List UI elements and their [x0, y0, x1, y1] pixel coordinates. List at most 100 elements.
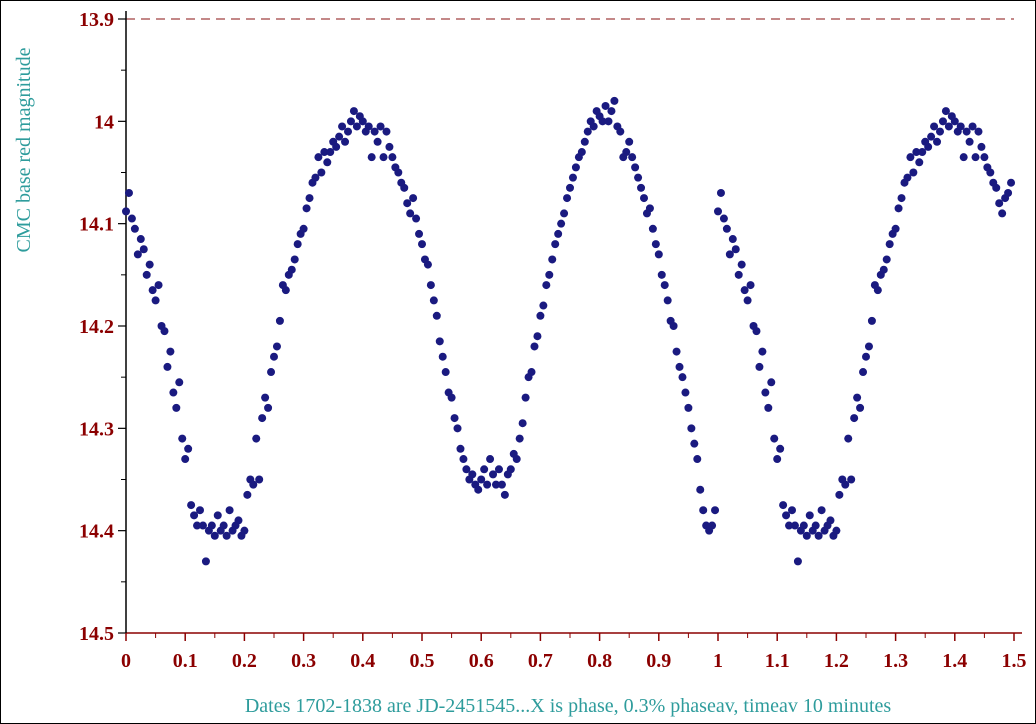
data-point — [933, 137, 942, 146]
data-point — [607, 107, 616, 116]
data-point — [456, 444, 465, 453]
data-point — [388, 153, 397, 162]
data-point — [175, 378, 184, 387]
data-point — [314, 153, 323, 162]
data-point — [332, 142, 341, 151]
data-point — [489, 470, 498, 479]
data-point — [494, 465, 503, 474]
x-tick-label: 1.5 — [1002, 650, 1027, 672]
y-tick-label: 14.3 — [79, 418, 114, 440]
data-point — [213, 511, 222, 520]
data-point — [542, 281, 551, 290]
data-point — [628, 153, 637, 162]
data-point — [527, 368, 536, 377]
data-point — [530, 342, 539, 351]
data-point — [1004, 188, 1013, 197]
data-point — [566, 183, 574, 192]
data-point — [616, 127, 625, 136]
data-point — [802, 531, 811, 540]
data-point — [992, 183, 1001, 192]
data-point — [859, 368, 868, 377]
data-point — [557, 219, 566, 228]
data-point — [474, 485, 483, 494]
data-point — [453, 424, 462, 433]
data-point — [903, 173, 912, 182]
data-point — [690, 439, 699, 448]
x-tick-label: 0.3 — [291, 650, 316, 672]
data-point — [172, 403, 181, 412]
data-point — [944, 122, 953, 131]
data-point — [986, 168, 995, 177]
x-tick-label: 0.9 — [646, 650, 671, 672]
data-point — [995, 199, 1004, 208]
data-point — [746, 281, 755, 290]
x-tick-label: 1.1 — [765, 650, 790, 672]
data-point — [737, 260, 746, 269]
data-point — [832, 526, 841, 535]
data-point — [409, 194, 418, 203]
data-point — [669, 322, 678, 330]
y-tick-label: 13.9 — [79, 9, 114, 31]
data-point — [225, 506, 234, 515]
data-point — [184, 444, 193, 453]
data-point — [258, 414, 267, 423]
data-point — [941, 107, 950, 116]
data-point — [924, 142, 933, 151]
data-point — [160, 327, 169, 336]
data-point — [275, 316, 284, 325]
data-point — [568, 173, 577, 182]
data-point — [506, 465, 515, 474]
data-point — [210, 531, 219, 540]
data-point — [468, 470, 477, 479]
data-point — [234, 516, 243, 525]
data-point — [344, 127, 352, 136]
data-point — [853, 393, 862, 402]
data-point — [548, 255, 557, 264]
data-point — [894, 204, 903, 213]
data-point — [358, 117, 367, 126]
data-point — [406, 209, 415, 218]
data-point — [761, 388, 770, 397]
data-point — [640, 194, 648, 203]
data-point — [817, 506, 826, 515]
data-point — [551, 240, 560, 249]
data-point — [631, 163, 640, 172]
x-axis-title: Dates 1702-1838 are JD-2451545...X is ph… — [245, 695, 892, 717]
data-point — [198, 521, 207, 530]
data-point — [622, 148, 631, 157]
data-point — [891, 224, 900, 233]
data-point — [583, 127, 592, 136]
data-point — [589, 122, 598, 131]
data-point — [743, 296, 752, 305]
data-point — [793, 557, 802, 566]
data-point — [207, 521, 216, 530]
data-point — [956, 122, 965, 131]
y-tick-label: 14.4 — [79, 521, 114, 543]
data-point — [249, 480, 258, 489]
y-tick-label: 14.2 — [79, 316, 114, 338]
x-tick-label: 1.4 — [942, 650, 967, 672]
data-point — [844, 434, 853, 443]
data-point — [637, 183, 646, 192]
data-point — [346, 117, 355, 126]
data-point — [497, 480, 506, 489]
data-point — [341, 137, 350, 146]
data-point — [862, 352, 870, 361]
y-tick-label: 14 — [94, 111, 114, 133]
data-point — [154, 281, 163, 290]
data-point — [716, 188, 725, 197]
data-point — [696, 485, 705, 494]
data-point — [376, 122, 385, 131]
data-point — [512, 455, 521, 464]
data-point — [435, 337, 444, 346]
y-tick-label: 14.1 — [79, 214, 114, 236]
data-point — [349, 107, 358, 116]
data-point — [423, 260, 432, 269]
data-point — [432, 311, 441, 320]
data-point — [740, 286, 749, 295]
data-point — [139, 245, 148, 254]
x-tick-label: 0.6 — [469, 650, 494, 672]
data-point — [654, 250, 663, 259]
data-point — [394, 168, 403, 177]
